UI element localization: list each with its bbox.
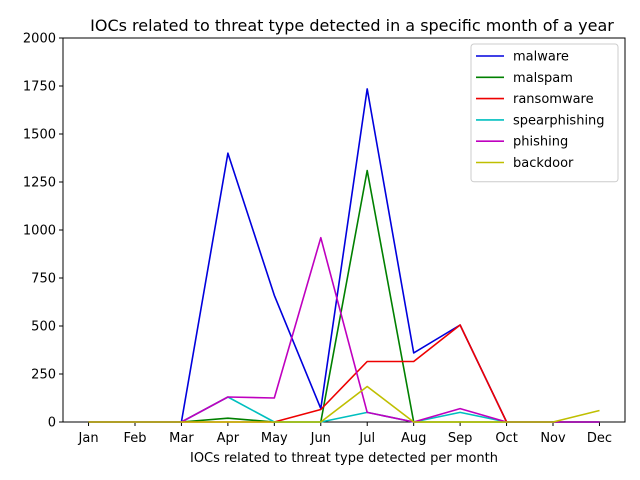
legend-box <box>470 43 619 183</box>
x-axis: Jan Feb Mar Apr May Jun Jul Aug Sep Oct Nov Dec <box>78 422 612 446</box>
x-tick-label: Jun <box>310 431 331 446</box>
x-tick-label: Mar <box>169 431 194 446</box>
y-tick-label: 1750 <box>23 80 56 95</box>
series-line-malspam <box>88 169 600 423</box>
legend: malware malspam ransomware spearphishing phi… <box>470 43 619 183</box>
y-tick-label: 1000 <box>23 224 56 239</box>
x-tick-label: Jul <box>358 431 375 446</box>
x-tick-label: Nov <box>540 431 566 446</box>
chart-title: IOCs related to threat type detected in … <box>90 16 614 35</box>
x-tick-label: Apr <box>217 431 240 446</box>
legend-label-malspam: malspam <box>513 71 573 86</box>
series-lines <box>88 88 600 423</box>
y-axis: 0 250 500 750 1000 1250 1500 1750 2000 <box>23 32 63 431</box>
legend-label-malware: malware <box>513 50 569 65</box>
x-tick-label: Oct <box>495 431 517 446</box>
x-tick-label: Dec <box>587 431 612 446</box>
y-tick-label: 750 <box>31 272 56 287</box>
legend-label-ransomware: ransomware <box>513 92 594 107</box>
y-tick-label: 1250 <box>23 176 56 191</box>
y-tick-label: 2000 <box>23 32 56 47</box>
y-tick-label: 500 <box>31 320 56 335</box>
legend-label-phishing: phishing <box>513 135 568 150</box>
x-axis-title: IOCs related to threat type detected per… <box>190 451 498 466</box>
x-tick-label: May <box>261 431 288 446</box>
series-line-spearphishing <box>88 396 600 423</box>
series-line-ransomware <box>88 324 600 423</box>
y-tick-label: 1500 <box>23 128 56 143</box>
x-tick-label: Sep <box>448 431 473 446</box>
series-line-backdoor <box>88 385 600 423</box>
y-tick-label: 0 <box>48 416 56 431</box>
legend-label-backdoor: backdoor <box>513 156 574 171</box>
x-tick-label: Aug <box>401 431 426 446</box>
series-line-phishing <box>88 236 600 423</box>
y-tick-label: 250 <box>31 368 56 383</box>
x-tick-label: Feb <box>123 431 146 446</box>
legend-label-spearphishing: spearphishing <box>513 113 605 128</box>
x-tick-label: Jan <box>78 431 99 446</box>
